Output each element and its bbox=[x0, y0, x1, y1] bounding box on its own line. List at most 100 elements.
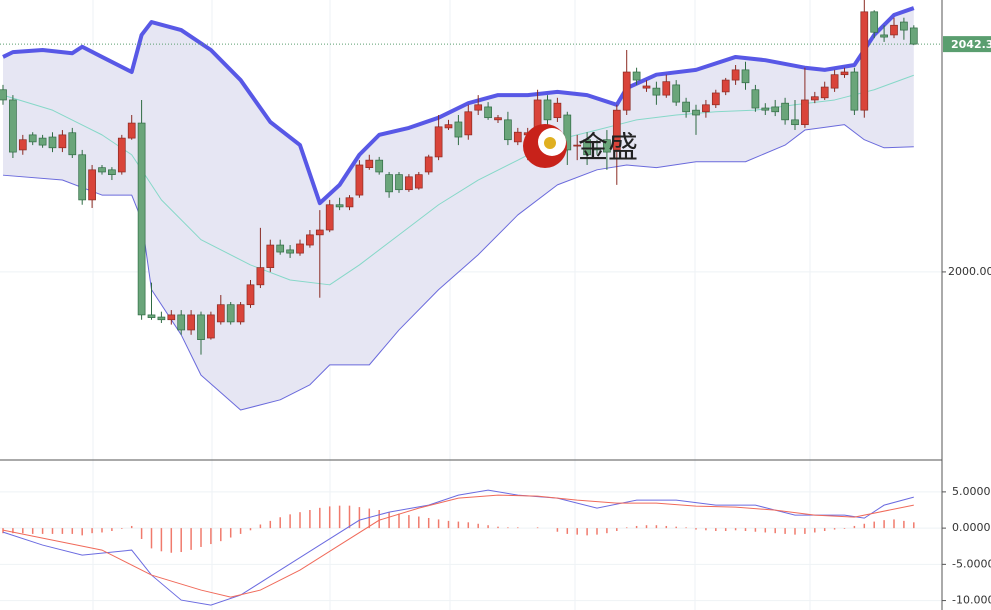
candle-body bbox=[28, 134, 37, 143]
candle-body bbox=[296, 243, 304, 254]
candle-body bbox=[9, 99, 17, 153]
candle-body bbox=[761, 107, 770, 111]
candle-body bbox=[771, 106, 780, 113]
candle-body bbox=[513, 131, 522, 143]
candle-body bbox=[593, 147, 601, 151]
candle-body bbox=[197, 314, 205, 340]
logo-dot bbox=[544, 137, 556, 149]
candle-body bbox=[553, 102, 562, 119]
candle-body bbox=[137, 122, 146, 316]
candle-body bbox=[850, 71, 859, 111]
candle-body bbox=[434, 126, 443, 158]
macd-panel bbox=[0, 489, 942, 606]
candle-body bbox=[810, 96, 819, 101]
candle-body bbox=[622, 71, 631, 111]
candle-body bbox=[187, 314, 195, 331]
candle-body bbox=[444, 124, 453, 129]
candle-body bbox=[127, 122, 136, 139]
y-tick-label: 0.0000 bbox=[952, 521, 991, 534]
candle-body bbox=[226, 304, 235, 323]
band-line bbox=[2, 124, 914, 411]
candle-body bbox=[454, 121, 463, 138]
candle-body bbox=[117, 137, 126, 173]
last-price-box bbox=[943, 36, 991, 53]
candle-body bbox=[18, 139, 27, 151]
candle-body bbox=[256, 267, 265, 286]
candle-body bbox=[405, 176, 413, 191]
candle-body bbox=[464, 111, 473, 136]
candle-body bbox=[375, 159, 384, 173]
candle-body bbox=[167, 314, 176, 321]
candle-body bbox=[820, 86, 829, 99]
candle-body bbox=[702, 104, 710, 113]
price-panel bbox=[0, 0, 942, 411]
candle-body bbox=[306, 234, 314, 246]
candle-body bbox=[266, 244, 275, 268]
candle-body bbox=[672, 84, 681, 103]
candle-body bbox=[395, 174, 403, 191]
candle-body bbox=[108, 169, 116, 175]
candle-body bbox=[791, 119, 799, 126]
candle-body bbox=[325, 204, 334, 231]
candle-body bbox=[662, 81, 671, 96]
candle-body bbox=[563, 114, 572, 151]
candle-body bbox=[335, 204, 344, 208]
watermark-logo: 金盛 bbox=[523, 124, 638, 168]
candle-body bbox=[909, 27, 918, 45]
macd-line bbox=[2, 494, 914, 598]
candle-body bbox=[88, 169, 96, 201]
candle-body bbox=[365, 159, 374, 169]
y-tick-label: 5.0000 bbox=[952, 485, 991, 498]
candle-body bbox=[583, 139, 591, 156]
candle-body bbox=[147, 314, 156, 318]
watermark-text: 金盛 bbox=[578, 131, 638, 166]
candle-body bbox=[385, 174, 393, 193]
y-tick-label: -5.0000 bbox=[952, 557, 991, 570]
candle-body bbox=[880, 34, 888, 38]
candle-body bbox=[612, 109, 621, 151]
candle-body bbox=[642, 85, 651, 89]
candle-body bbox=[48, 136, 57, 149]
candle-body bbox=[573, 144, 582, 147]
candle-body bbox=[890, 24, 898, 36]
candle-body bbox=[474, 104, 483, 111]
candle-body bbox=[0, 89, 7, 101]
candle-body bbox=[840, 71, 849, 76]
y-tick-label: 2000.00 bbox=[948, 265, 991, 278]
axis-labels: 2000.00 2042.39 5.0000 0.0000 -5.0000 -10.000… bbox=[942, 36, 991, 607]
candle-body bbox=[721, 79, 730, 93]
candle-body bbox=[652, 87, 661, 96]
candle-body bbox=[484, 106, 492, 119]
candle-body bbox=[603, 139, 611, 153]
last-price-label: 2042.39 bbox=[951, 38, 991, 51]
candle-body bbox=[781, 102, 789, 121]
candle-body bbox=[900, 21, 908, 31]
candle-body bbox=[78, 154, 87, 201]
candle-body bbox=[355, 164, 364, 196]
candle-body bbox=[494, 117, 502, 121]
candle-body bbox=[414, 174, 423, 189]
candle-body bbox=[216, 304, 225, 323]
candle-body bbox=[177, 314, 186, 331]
candle-body bbox=[207, 314, 215, 339]
candle-body bbox=[731, 69, 740, 81]
candle-body bbox=[315, 229, 324, 236]
candle-body bbox=[68, 132, 77, 156]
candle-body bbox=[58, 134, 67, 149]
candle-body bbox=[801, 99, 809, 126]
candle-body bbox=[286, 249, 294, 254]
y-tick-label: -10.0000 bbox=[952, 594, 991, 607]
candle-body bbox=[870, 11, 879, 33]
macd-line bbox=[2, 489, 914, 606]
candle-body bbox=[424, 156, 433, 173]
candle-body bbox=[504, 119, 512, 141]
candle-body bbox=[751, 89, 760, 109]
candle-body bbox=[830, 74, 839, 89]
candle-body bbox=[711, 92, 720, 106]
candle-body bbox=[236, 304, 245, 323]
candle-body bbox=[860, 11, 869, 111]
band-line bbox=[2, 6, 915, 206]
candle-body bbox=[246, 284, 255, 306]
candle-body bbox=[345, 197, 354, 208]
